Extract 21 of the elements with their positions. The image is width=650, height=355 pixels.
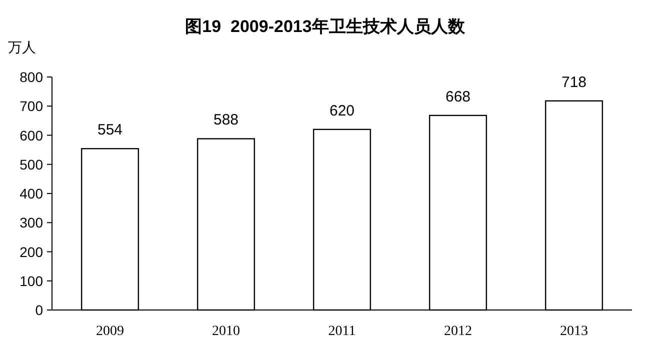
y-axis-title: 万人 [8,39,36,55]
y-tick-label: 700 [20,98,44,114]
x-tick-label: 2013 [560,324,588,339]
y-tick-label: 400 [20,186,44,202]
y-tick-label: 600 [20,127,44,144]
y-tick-label: 0 [35,302,44,318]
data-label: 554 [97,122,123,139]
chart-title: 图19 2009-2013年卫生技术人员人数 [185,17,466,36]
y-tick-label: 500 [20,156,44,172]
x-tick-label: 2011 [328,324,356,339]
x-tick-label: 2010 [212,324,240,339]
data-label: 588 [213,112,239,129]
x-tick-label: 2012 [444,324,472,339]
data-label: 718 [561,74,587,91]
data-label: 668 [445,88,471,106]
x-tick-label: 2009 [96,324,124,339]
y-tick-label: 300 [20,214,44,231]
y-tick-label: 800 [20,69,44,85]
y-tick-label: 100 [20,272,44,289]
y-tick-label: 200 [20,244,44,260]
data-label: 620 [329,102,355,120]
